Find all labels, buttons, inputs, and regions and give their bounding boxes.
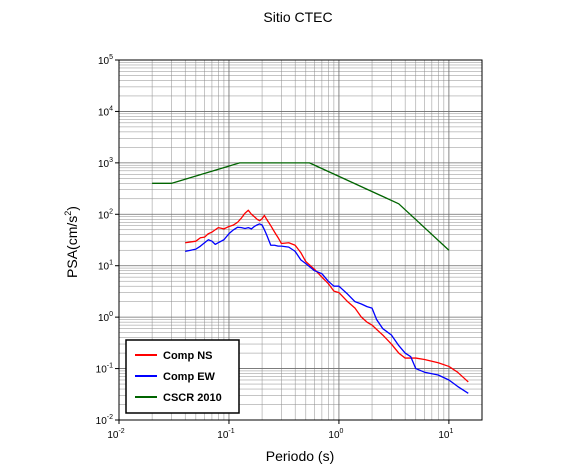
series-line-cscr-2010 [152, 162, 450, 251]
x-tick-label: 100 [328, 428, 343, 441]
y-tick-label: 102 [98, 208, 113, 221]
y-axis-label-exp: 2 [63, 211, 73, 216]
legend: Comp NS Comp EW CSCR 2010 [125, 339, 240, 414]
series-line-comp-ew [185, 223, 469, 394]
y-axis-ticks: 10-2 10-1 100 101 102 103 104 105 [96, 54, 119, 427]
series-line-comp-ns [185, 209, 469, 383]
x-tick-label: 10-2 [107, 428, 124, 441]
y-tick-label: 10-1 [96, 363, 113, 376]
y-tick-label: 100 [98, 311, 113, 324]
y-tick-label: 103 [98, 157, 113, 170]
x-tick-label: 101 [438, 428, 453, 441]
y-tick-label: 105 [98, 54, 113, 67]
y-tick-label: 101 [98, 260, 113, 273]
y-axis-label-base: PSA(cm/s [64, 216, 80, 278]
y-tick-label: 104 [98, 105, 113, 118]
y-tick-label: 10-2 [96, 414, 113, 427]
legend-label: CSCR 2010 [163, 392, 222, 404]
grid-minor [119, 60, 483, 420]
legend-label: Comp EW [163, 371, 216, 383]
legend-label: Comp NS [163, 350, 213, 362]
x-axis-label: Periodo (s) [266, 448, 334, 464]
plot-frame [118, 59, 483, 421]
chart-title: Sitio CTEC [263, 9, 332, 25]
y-axis-label: PSA(cm/s2) [63, 206, 80, 278]
y-axis-label-tail: ) [64, 206, 80, 211]
legend-items: Comp NS Comp EW CSCR 2010 [135, 350, 222, 404]
x-axis-ticks: 10-2 10-1 100 101 [107, 420, 454, 441]
x-tick-label: 10-1 [217, 428, 234, 441]
series-layer [152, 162, 469, 394]
